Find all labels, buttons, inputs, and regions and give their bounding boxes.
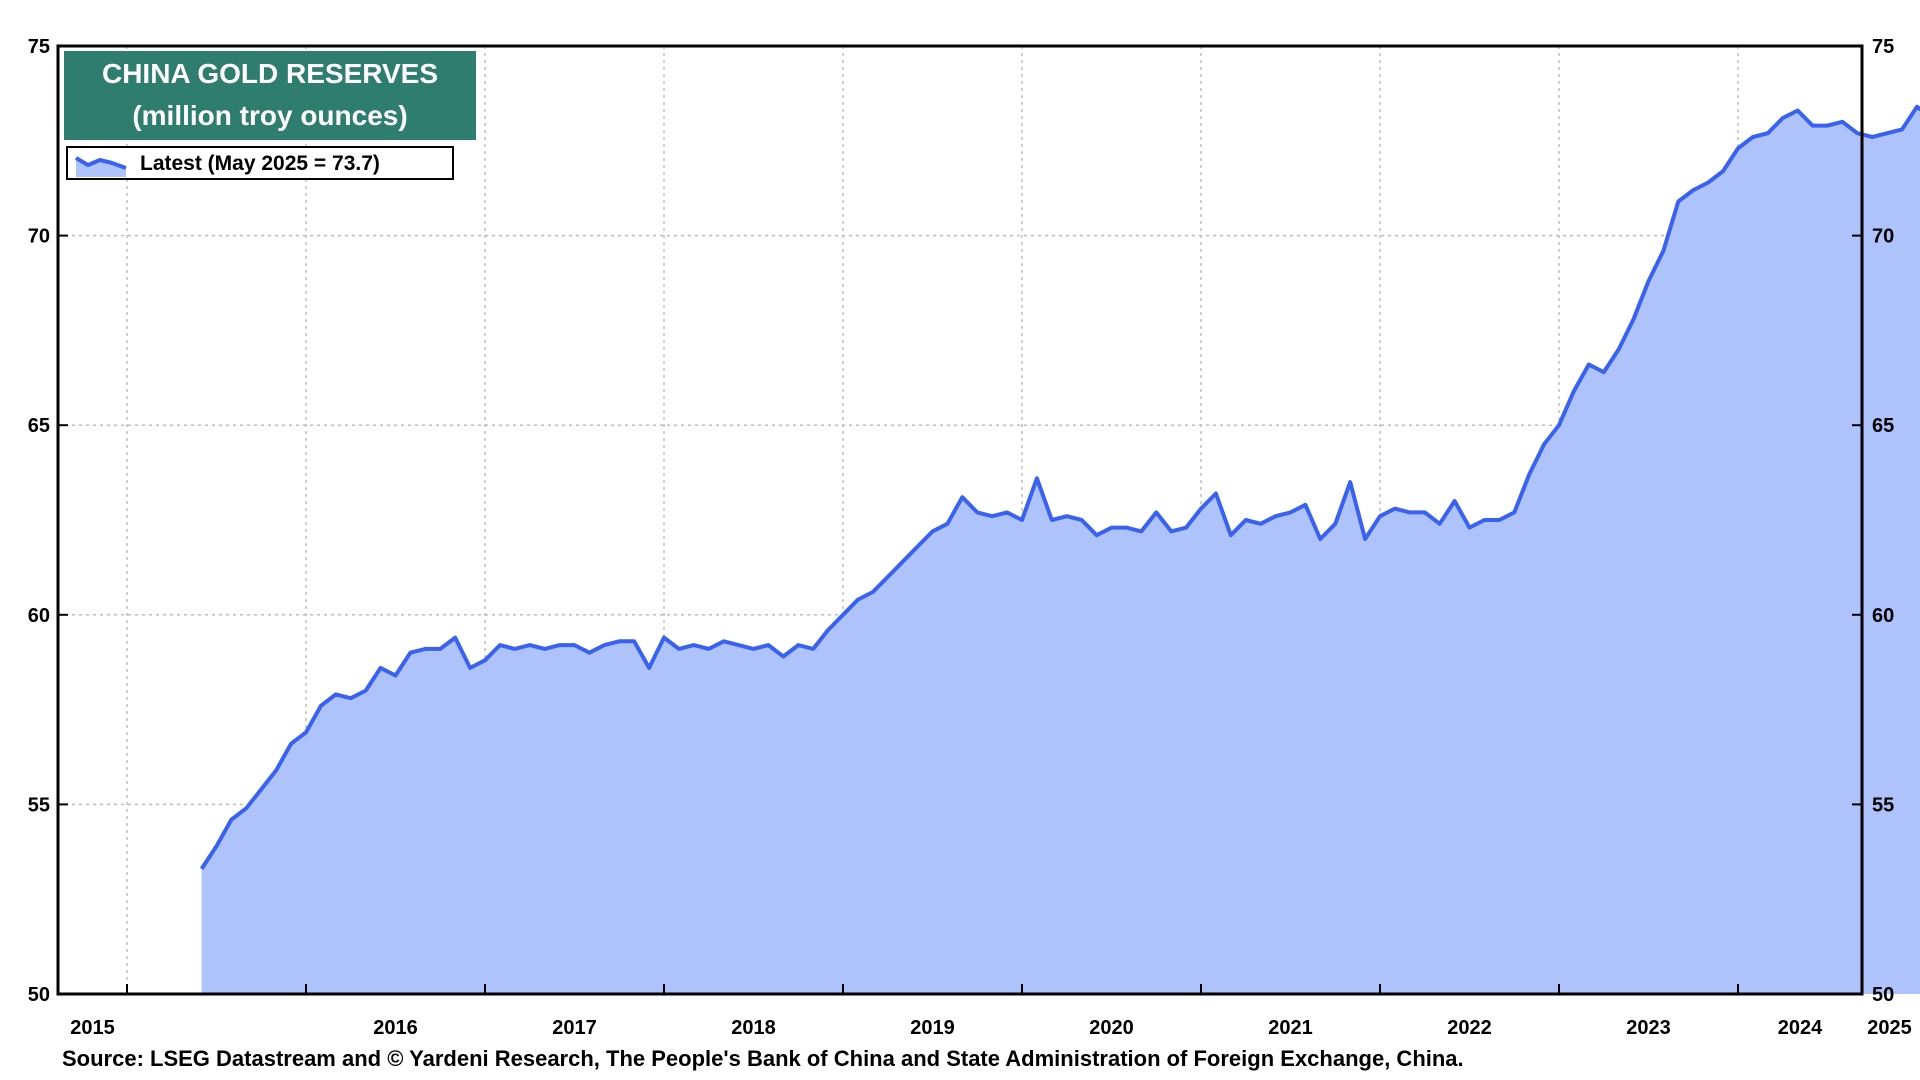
y-tick-label-right: 50 (1872, 984, 1894, 1006)
source-note: Source: LSEG Datastream and © Yardeni Re… (62, 1046, 1464, 1071)
legend: Latest (May 2025 = 73.7) (66, 146, 454, 180)
legend-swatch (74, 156, 127, 177)
x-tick-label: 2015 (70, 1017, 115, 1039)
x-tick-label: 2022 (1447, 1017, 1492, 1039)
y-tick-label-right: 70 (1872, 226, 1894, 248)
x-tick-label: 2025 (1867, 1017, 1912, 1039)
chart-subtitle: (million troy ounces) (132, 100, 408, 131)
y-tick-label-left: 55 (28, 794, 50, 816)
y-tick-label-left: 75 (28, 36, 50, 58)
x-tick-label: 2024 (1778, 1017, 1823, 1039)
x-axis: 2015 2016 2017 2018 2019 2020 2021 2022 2023 2024… (70, 984, 1912, 1039)
y-tick-label-right: 75 (1872, 36, 1894, 58)
chart-title: CHINA GOLD RESERVES (101, 58, 439, 89)
plot-frame (56, 44, 1864, 996)
legend-label: Latest (May 2025 = 73.7) (140, 152, 380, 175)
y-axis-left: 50 55 60 65 70 75 (28, 36, 68, 1006)
chart-title-box: CHINA GOLD RESERVES (million troy ounces… (64, 51, 476, 140)
y-tick-label-left: 70 (28, 226, 50, 248)
y-tick-label-left: 65 (28, 415, 50, 437)
y-tick-label-left: 50 (28, 984, 50, 1006)
y-tick-label-right: 65 (1872, 415, 1894, 437)
x-tick-label: 2021 (1268, 1017, 1313, 1039)
x-tick-label: 2017 (552, 1017, 597, 1039)
x-tick-label: 2020 (1089, 1017, 1134, 1039)
series-line (199, 104, 1920, 870)
y-axis-right: 50 55 60 65 70 75 (1852, 36, 1894, 1006)
x-tick-label: 2016 (373, 1017, 418, 1039)
y-tick-label-right: 55 (1872, 794, 1894, 816)
x-tick-label: 2023 (1626, 1017, 1671, 1039)
x-tick-label: 2019 (910, 1017, 955, 1039)
y-tick-label-right: 60 (1872, 605, 1894, 627)
series-area (201, 106, 1920, 994)
x-tick-label: 2018 (731, 1017, 776, 1039)
y-tick-label-left: 60 (28, 605, 50, 627)
